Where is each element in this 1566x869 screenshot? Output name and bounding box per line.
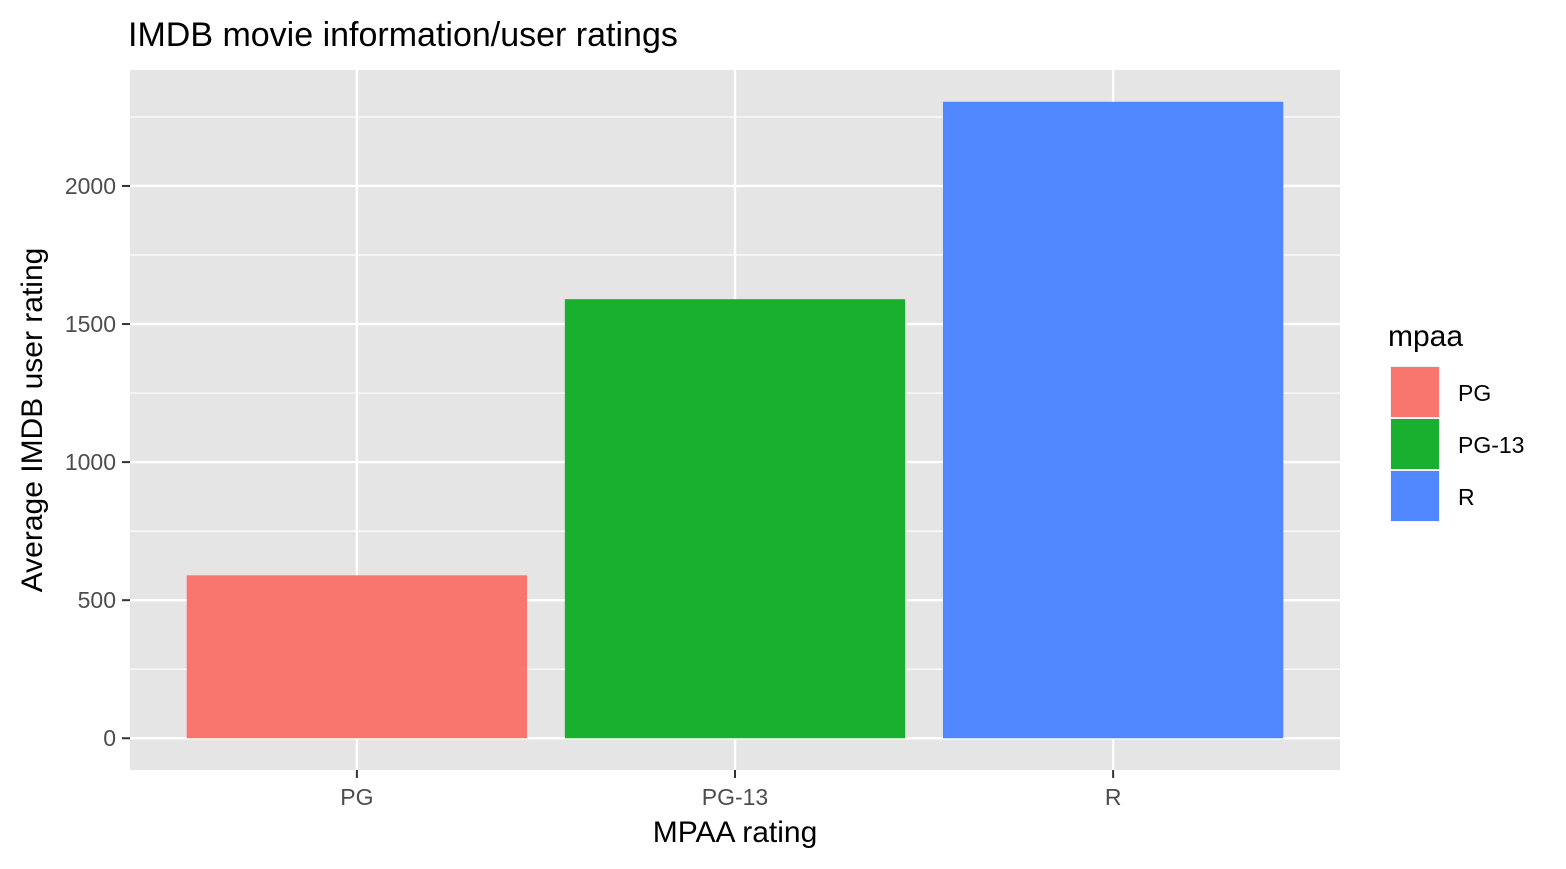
legend-key-pg [1391, 367, 1439, 417]
y-tick-label: 1500 [65, 311, 116, 337]
legend-title: mpaa [1388, 320, 1463, 353]
y-tick-label: 2000 [65, 173, 116, 199]
x-axis-title: MPAA rating [653, 816, 818, 849]
y-axis: 0 500 1000 1500 2000 [65, 173, 130, 751]
y-tick-label: 500 [78, 587, 116, 613]
legend-key-r [1391, 471, 1439, 521]
y-tick-label: 1000 [65, 449, 116, 475]
legend-label: R [1458, 484, 1475, 510]
legend-label: PG [1458, 380, 1491, 406]
bars [186, 101, 1284, 739]
legend-key-pg-13 [1391, 419, 1439, 469]
x-tick-label: R [1105, 784, 1122, 810]
bar-r [942, 101, 1284, 739]
x-tick-label: PG [340, 784, 373, 810]
x-tick-label: PG-13 [702, 784, 768, 810]
y-tick-label: 0 [103, 725, 116, 751]
x-axis: PG PG-13 R [340, 770, 1121, 810]
bar-pg-13 [564, 299, 906, 739]
chart-title: IMDB movie information/user ratings [128, 16, 678, 54]
legend: mpaa PG PG-13 R [1388, 320, 1524, 522]
y-axis-title: Average IMDB user rating [16, 248, 49, 593]
legend-label: PG-13 [1458, 432, 1524, 458]
bar-pg [186, 575, 528, 739]
